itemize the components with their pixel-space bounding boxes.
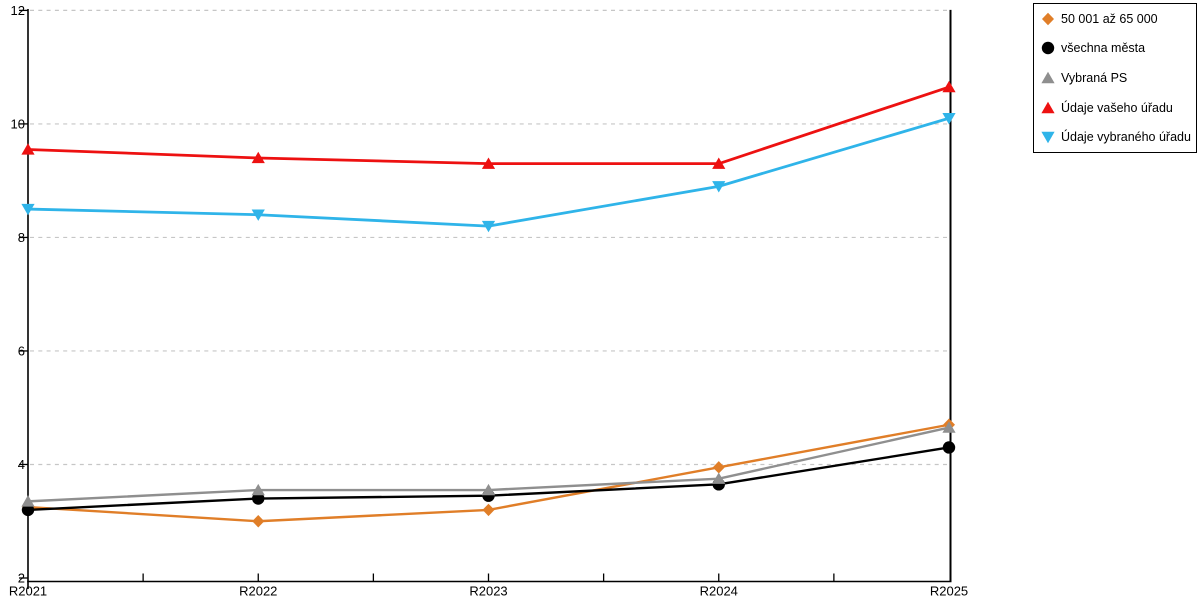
triangle-up-marker — [942, 421, 956, 433]
diamond-marker — [252, 515, 265, 528]
x-tick-label: R2023 — [469, 584, 507, 599]
y-tick-label: 12 — [11, 3, 25, 18]
legend-label: všechna města — [1061, 41, 1146, 56]
diamond-marker — [1042, 12, 1054, 25]
triangle-up-marker — [712, 157, 726, 169]
diamond-marker — [482, 503, 495, 517]
triangle-down-marker — [251, 209, 265, 221]
triangle-down-marker — [21, 203, 35, 216]
x-tick-label: R2025 — [930, 584, 968, 599]
triangle-up-icon — [1041, 101, 1055, 113]
legend-item: všechna města — [1041, 35, 1196, 61]
triangle-up-marker — [21, 143, 35, 155]
triangle-up-marker — [251, 483, 265, 496]
y-tick-label: 2 — [18, 571, 25, 586]
legend-item: Údaje vašeho úřadu — [1041, 95, 1196, 121]
triangle-up-marker — [481, 157, 496, 169]
circle-icon — [1041, 42, 1055, 55]
triangle-down-marker — [712, 181, 726, 193]
triangle-up-icon — [1041, 71, 1055, 84]
x-tick-label: R2022 — [239, 584, 277, 599]
legend-label: Údaje vašeho úřadu — [1061, 100, 1173, 115]
circle-marker — [1041, 42, 1055, 55]
y-tick-label: 8 — [18, 230, 25, 245]
legend-item: Vybraná PS — [1041, 65, 1196, 91]
triangle-down-icon — [1041, 131, 1055, 144]
triangle-down-marker — [1041, 131, 1055, 144]
circle-marker — [252, 492, 265, 505]
legend-label: Vybraná PS — [1061, 70, 1128, 85]
triangle-up-marker — [481, 483, 496, 496]
legend-item: 50 001 až 65 000 — [1041, 6, 1196, 32]
triangle-up-marker — [942, 80, 956, 93]
line-chart: 2 4 6 8 10 12 R2021 R2022 R2023 R2024 R2025 — [9, 3, 968, 599]
triangle-up-marker — [21, 495, 35, 507]
triangle-down-marker — [942, 113, 956, 125]
triangle-up-marker — [1041, 71, 1055, 84]
legend-label: Údaje vybraného úřadu — [1061, 130, 1191, 145]
triangle-up-marker — [712, 472, 726, 484]
y-tick-label: 4 — [18, 457, 25, 472]
triangle-down-marker — [481, 220, 496, 233]
legend-item: Údaje vybraného úřadu — [1041, 124, 1196, 150]
triangle-up-marker — [251, 151, 265, 164]
legend-label: 50 001 až 65 000 — [1061, 11, 1158, 26]
circle-marker — [21, 503, 35, 517]
x-tick-label: R2024 — [700, 584, 738, 599]
y-tick-label: 10 — [11, 116, 25, 131]
diamond-marker — [712, 461, 725, 474]
series-line-3 — [27, 85, 950, 166]
circle-marker — [942, 441, 956, 454]
x-tick-label: R2021 — [9, 584, 47, 599]
triangle-up-marker — [1041, 101, 1055, 113]
diamond-icon — [1042, 12, 1054, 25]
y-tick-label: 6 — [18, 343, 25, 358]
chart-legend: 50 001 až 65 000 všechna města Vybraná P… — [1033, 3, 1197, 153]
